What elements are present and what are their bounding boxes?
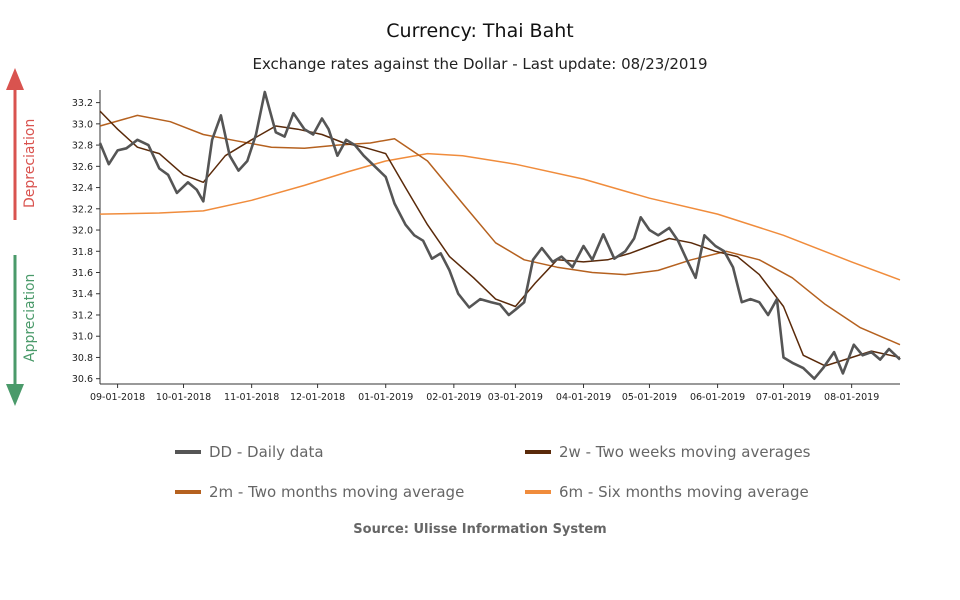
- y-tick-label: 32.6: [72, 162, 93, 173]
- y-tick-label: 32.0: [72, 226, 93, 237]
- y-tick-label: 31.8: [72, 247, 93, 258]
- y-tick-label: 33.2: [72, 98, 93, 109]
- legend-swatch-2w: [525, 450, 551, 454]
- depreciation-arrow-head: [6, 68, 24, 90]
- series-line: [99, 152, 901, 281]
- x-tick-label: 05-01-2019: [622, 392, 677, 403]
- x-tick-label: 09-01-2018: [90, 392, 145, 403]
- y-tick-label: 31.2: [72, 310, 93, 321]
- x-tick-label: 06-01-2019: [690, 392, 745, 403]
- y-tick-label: 30.6: [72, 374, 93, 385]
- legend-label-6m: 6m - Six months moving average: [559, 483, 809, 501]
- x-tick-label: 08-01-2019: [824, 392, 879, 403]
- y-tick-label: 31.6: [72, 268, 93, 279]
- y-tick-label: 31.4: [72, 289, 93, 300]
- legend-item-dd: DD - Daily data: [175, 443, 324, 461]
- legend-swatch-dd: [175, 450, 201, 454]
- legend-label-2m: 2m - Two months moving average: [209, 483, 465, 501]
- series-line: [99, 110, 901, 367]
- x-tick-label: 11-01-2018: [224, 392, 279, 403]
- x-tick-label: 07-01-2019: [756, 392, 811, 403]
- series-line: [99, 114, 901, 346]
- x-tick-label: 01-01-2019: [358, 392, 413, 403]
- series-line: [98, 90, 901, 381]
- legend-item-6m: 6m - Six months moving average: [525, 483, 809, 501]
- x-tick-label: 02-01-2019: [426, 392, 481, 403]
- y-tick-label: 33.0: [72, 119, 93, 130]
- appreciation-arrow-head: [6, 384, 24, 406]
- x-tick-label: 12-01-2018: [290, 392, 345, 403]
- x-tick-label: 04-01-2019: [556, 392, 611, 403]
- chart-subtitle: Exchange rates against the Dollar - Last…: [252, 55, 708, 73]
- chart-title: Currency: Thai Baht: [386, 20, 574, 42]
- legend-label-2w: 2w - Two weeks moving averages: [559, 443, 811, 461]
- legend-item-2m: 2m - Two months moving average: [175, 483, 464, 501]
- y-tick-label: 30.8: [72, 353, 93, 364]
- source-note: Source: Ulisse Information System: [353, 522, 607, 537]
- legend-swatch-6m: [525, 490, 551, 494]
- appreciation-label: Appreciation: [22, 273, 38, 362]
- y-tick-label: 31.0: [72, 332, 93, 343]
- legend-swatch-2m: [175, 490, 201, 494]
- x-tick-label: 10-01-2018: [156, 392, 211, 403]
- y-tick-label: 32.4: [72, 183, 93, 194]
- y-tick-label: 32.8: [72, 141, 93, 152]
- legend-item-2w: 2w - Two weeks moving averages: [525, 443, 811, 461]
- legend-label-dd: DD - Daily data: [209, 443, 324, 461]
- depreciation-label: Depreciation: [22, 118, 38, 208]
- y-tick-label: 32.2: [72, 204, 93, 215]
- x-tick-label: 03-01-2019: [488, 392, 543, 403]
